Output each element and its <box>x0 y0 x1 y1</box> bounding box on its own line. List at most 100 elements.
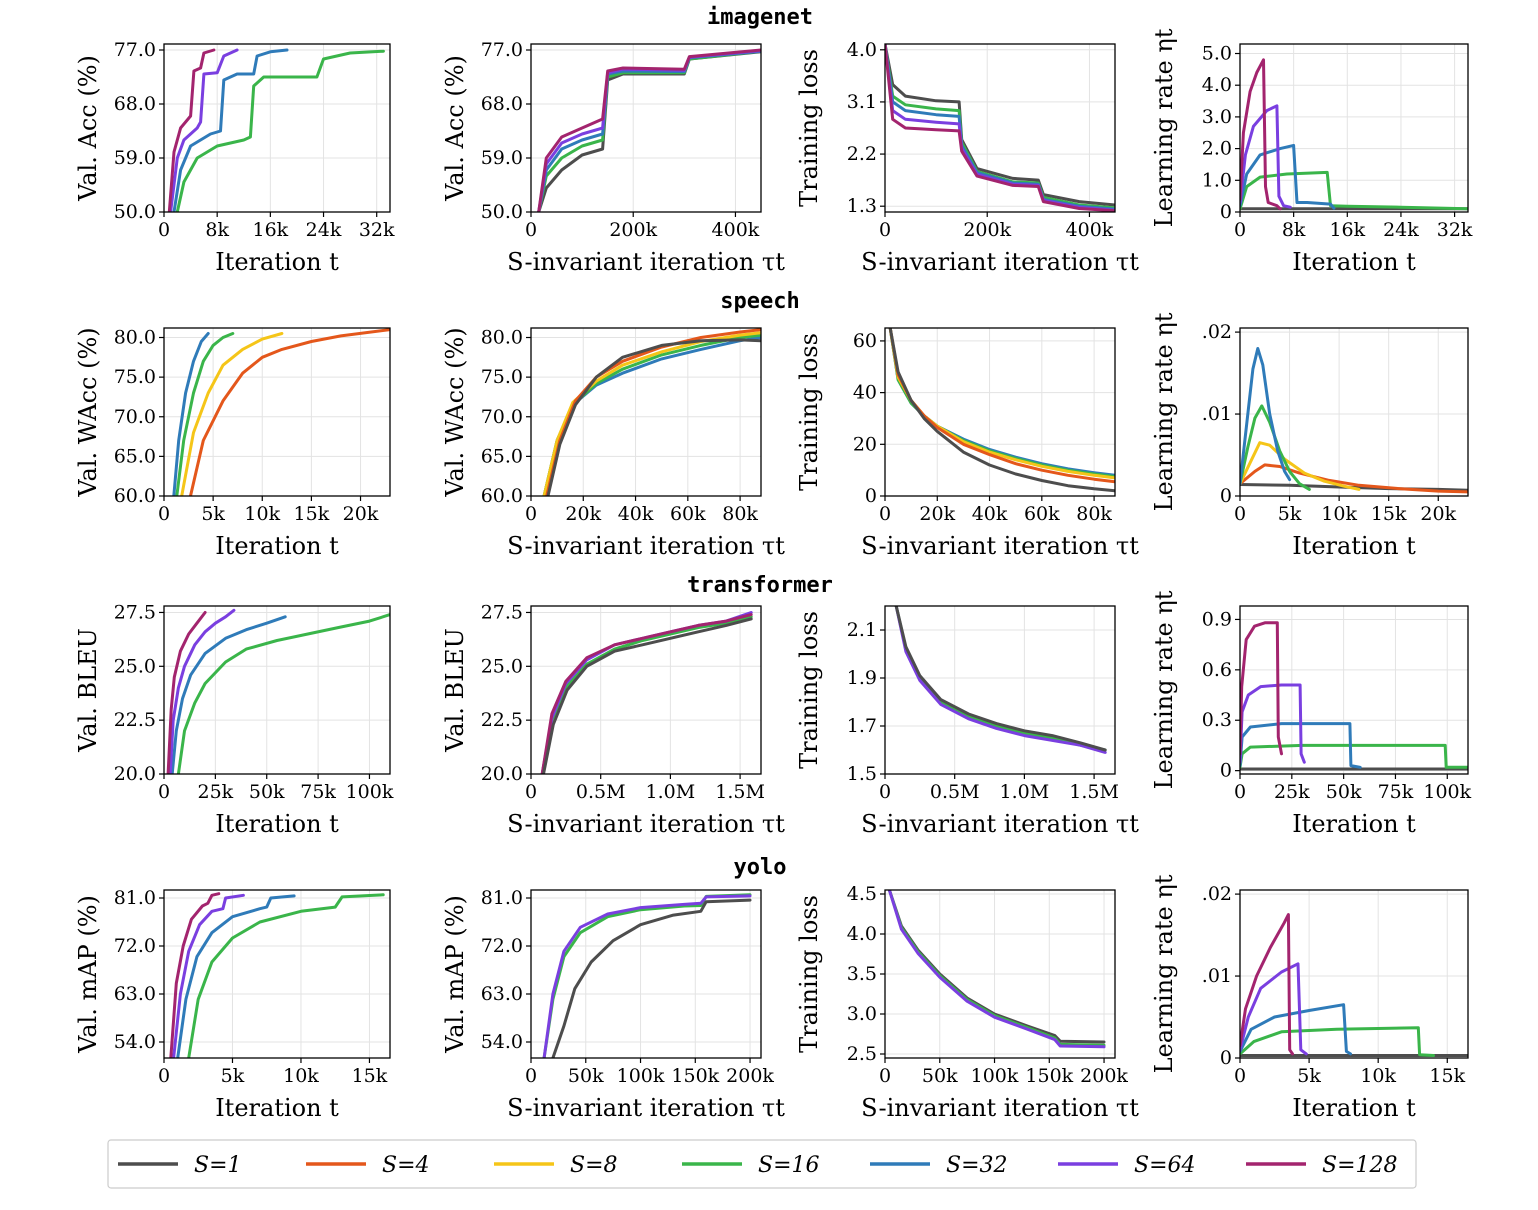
y-tick-label: 81.0 <box>114 887 156 909</box>
x-axis-label: S-invariant iteration τt <box>861 248 1139 276</box>
x-tick-label: 0 <box>1234 219 1246 241</box>
series-line-s-1 <box>551 898 752 1058</box>
series-group <box>172 328 390 496</box>
x-tick-label: 15k <box>1429 1065 1465 1087</box>
y-tick-label: 59.0 <box>114 147 156 169</box>
series-line-s-128 <box>167 48 216 212</box>
legend-item-s-1: S=1 <box>118 1153 242 1178</box>
row-title-yolo: yolo <box>734 855 787 880</box>
series-line-s-32 <box>1240 143 1336 210</box>
x-tick-label: 0 <box>158 219 170 241</box>
legend-item-s-32: S=32 <box>870 1153 1008 1178</box>
series-line-s-128 <box>1240 621 1283 756</box>
series-line-s-128 <box>166 611 207 774</box>
x-tick-label: 60k <box>1024 503 1060 525</box>
series-line-s-64 <box>894 606 1107 754</box>
x-tick-label: 5k <box>1278 503 1302 525</box>
x-tick-label: 1.0M <box>1000 781 1050 803</box>
x-axis-label: Iteration t <box>1292 248 1416 276</box>
panel-imagenet-1: 0 200k 400k 50.0 59.0 68.0 77.0 S-invariant ite… <box>441 39 785 276</box>
x-tick-label: 0.5M <box>930 781 980 803</box>
series-line-s-32 <box>885 44 1115 211</box>
series-line-s-32 <box>1240 347 1292 486</box>
y-tick-label: 40 <box>853 382 877 404</box>
y-tick-label: 60.0 <box>114 485 156 507</box>
x-tick-label: 0 <box>525 503 537 525</box>
y-tick-label: 2.5 <box>847 1043 877 1065</box>
x-tick-label: 15k <box>352 1065 388 1087</box>
series-line-s-32 <box>172 332 210 496</box>
x-tick-label: 25k <box>1274 781 1310 803</box>
series-line-s-16 <box>1240 1026 1435 1057</box>
series-line-s-16 <box>176 613 390 774</box>
plot-frame <box>884 889 1116 1059</box>
x-tick-label: 1.5M <box>715 781 765 803</box>
x-tick-label: 40k <box>972 503 1008 525</box>
series-line-s-1 <box>1240 483 1468 492</box>
series-line-s-16 <box>1240 170 1468 211</box>
x-tick-label: 20k <box>343 503 379 525</box>
y-tick-label: 3.0 <box>1202 106 1232 128</box>
y-tick-label: 4.0 <box>847 39 877 61</box>
y-tick-label: 65.0 <box>114 445 156 467</box>
x-tick-label: 10k <box>1360 1065 1396 1087</box>
y-axis-label: Training loss <box>795 895 823 1053</box>
plot-frame <box>163 43 391 213</box>
series-group <box>169 892 385 1058</box>
x-tick-label: 200k <box>609 219 657 241</box>
y-tick-label: 0.3 <box>1202 709 1232 731</box>
y-tick-label: 22.5 <box>481 709 523 731</box>
series-line-s-64 <box>885 44 1115 212</box>
x-tick-label: 200k <box>963 219 1011 241</box>
series-line-s-64 <box>542 894 752 1058</box>
series-group <box>1240 347 1468 494</box>
x-tick-label: 15k <box>1371 503 1407 525</box>
y-tick-label: 0 <box>1220 1047 1232 1069</box>
y-tick-label: 3.5 <box>847 963 877 985</box>
series-group <box>888 328 1115 493</box>
legend-label: S=8 <box>570 1153 618 1178</box>
series-line-s-16 <box>175 332 235 496</box>
x-tick-label: 80k <box>722 503 758 525</box>
x-tick-label: 0 <box>158 503 170 525</box>
x-tick-label: 24k <box>1383 219 1419 241</box>
panel-transformer-2: 0 0.5M 1.0M 1.5M 1.5 1.7 1.9 2.1 S-invariant ite… <box>795 605 1139 838</box>
y-tick-label: 59.0 <box>481 147 523 169</box>
series-group <box>885 44 1115 212</box>
x-tick-label: 32k <box>1437 219 1473 241</box>
series-line-s-16 <box>888 328 1115 479</box>
y-tick-label: 0 <box>1220 201 1232 223</box>
y-tick-label: 1.9 <box>847 667 877 689</box>
plot-frame <box>163 605 391 775</box>
y-tick-label: 27.5 <box>481 601 523 623</box>
series-line-s-128 <box>537 48 761 212</box>
y-axis-label: Val. Acc (%) <box>441 55 469 202</box>
x-tick-label: 200k <box>1080 1065 1128 1087</box>
x-axis-label: S-invariant iteration τt <box>507 810 785 838</box>
y-tick-label: 1.7 <box>847 715 877 737</box>
y-tick-label: 0 <box>865 485 877 507</box>
x-axis-label: Iteration t <box>215 532 339 560</box>
legend-label: S=64 <box>1134 1153 1196 1178</box>
series-line-s-16 <box>542 893 752 1058</box>
x-tick-label: 100k <box>617 1065 665 1087</box>
x-tick-label: 80k <box>1076 503 1112 525</box>
legend-item-s-16: S=16 <box>682 1153 820 1178</box>
x-tick-label: 0 <box>1234 781 1246 803</box>
x-tick-label: 400k <box>1066 219 1114 241</box>
panel-imagenet-0: 0 8k 16k 24k 32k 50.0 59.0 68.0 77.0 Iteration t V… <box>74 39 395 276</box>
y-tick-label: 2.1 <box>847 619 877 641</box>
y-tick-label: 75.0 <box>481 366 523 388</box>
series-line-s-16 <box>1240 404 1311 491</box>
x-tick-label: 5k <box>1297 1065 1321 1087</box>
plot-frame <box>1239 327 1469 497</box>
plot-frame <box>1239 889 1469 1059</box>
x-tick-label: 10k <box>1321 503 1357 525</box>
plot-frame <box>1239 43 1469 213</box>
x-tick-label: 60k <box>670 503 706 525</box>
x-tick-label: 40k <box>618 503 654 525</box>
y-axis-label: Val. WAcc (%) <box>441 327 469 497</box>
row-title-imagenet: imagenet <box>707 5 813 30</box>
y-axis-label: Learning rate ηt <box>1150 312 1178 511</box>
